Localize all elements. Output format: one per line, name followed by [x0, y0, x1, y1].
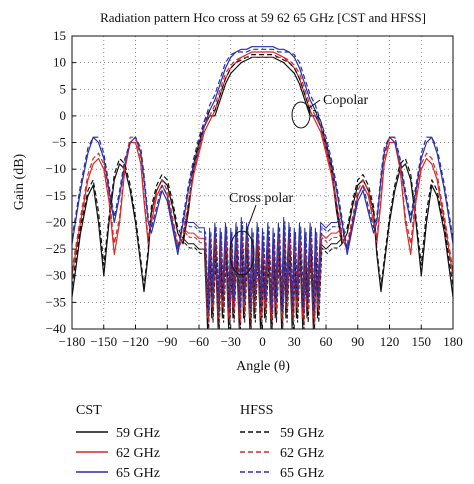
legend-label: 62 GHz — [116, 446, 160, 461]
x-tick-labels: −180 −150 −120 −90 −60 −30 0 30 60 90 120 150 180 — [59, 325, 463, 349]
chart-title: Radiation pattern Hco cross at 59 62 65 … — [100, 10, 426, 25]
x-tick-label: −150 — [90, 334, 117, 349]
x-tick-label: −180 — [59, 334, 86, 349]
x-tick-label: 0 — [259, 334, 266, 349]
y-axis-label: Gain (dB) — [12, 153, 27, 210]
y-tick-label: −30 — [46, 268, 66, 283]
cross-polar-pointer — [245, 204, 257, 233]
y-tick-label: −35 — [46, 294, 66, 309]
legend-label: 65 GHz — [280, 466, 324, 481]
copolar-marker-ellipse — [291, 101, 311, 129]
x-tick-label: −30 — [221, 334, 241, 349]
legend-label: 62 GHz — [280, 446, 324, 461]
cross-polar-marker-ellipse — [229, 230, 255, 276]
y-tick-label: −10 — [46, 161, 66, 176]
y-tick-label: 0 — [60, 108, 67, 123]
x-tick-label: −60 — [189, 334, 209, 349]
cross-polar-line-hfss-59-ghz — [184, 242, 344, 330]
y-tick-labels: 15 10 5 0 −5 −10 −15 −20 −25 −30 −35 −40 — [46, 28, 76, 336]
cross-polar-annotation: Cross polar — [229, 191, 294, 206]
y-tick-label: 5 — [60, 81, 67, 96]
x-tick-label: 90 — [351, 334, 364, 349]
x-tick-label: −90 — [157, 334, 177, 349]
cross-polar-layer — [182, 216, 344, 330]
x-tick-label: 180 — [443, 334, 463, 349]
y-tick-label: −20 — [46, 214, 66, 229]
x-tick-label: 30 — [288, 334, 301, 349]
x-tick-label: −120 — [122, 334, 149, 349]
y-tick-label: −25 — [46, 241, 66, 256]
legend-group-title-cst: CST — [76, 403, 102, 418]
series-line-hfss-65-ghz — [71, 48, 454, 250]
series-line-hfss-59-ghz — [71, 53, 454, 287]
legend-label: 59 GHz — [116, 426, 160, 441]
y-tick-label: −15 — [46, 188, 66, 203]
y-tick-label: 10 — [53, 55, 66, 70]
series-layer — [71, 46, 454, 298]
y-tick-label: −5 — [52, 135, 66, 150]
series-line-hfss-62-ghz — [71, 56, 454, 271]
y-tick-label: 15 — [53, 28, 66, 43]
copolar-pointer — [308, 99, 321, 109]
legend-label: 65 GHz — [116, 466, 160, 481]
x-tick-label: 120 — [380, 334, 400, 349]
legend-label: 59 GHz — [280, 426, 324, 441]
cross-polar-line-hfss-65-ghz — [184, 221, 344, 313]
x-tick-label: 60 — [320, 334, 333, 349]
legend: CST HFSS 59 GHz 62 GHz 65 GHz 59 GHz 62 GHz 6… — [76, 403, 324, 481]
legend-group-title-hfss: HFSS — [240, 403, 273, 418]
copolar-annotation: Copolar — [323, 93, 368, 108]
series-line-cst-65-ghz — [71, 46, 454, 255]
cross-polar-line-cst-65-ghz — [182, 216, 343, 308]
x-axis-label: Angle (θ) — [236, 359, 290, 374]
x-tick-label: 150 — [412, 334, 432, 349]
y-tick-label: −40 — [46, 321, 66, 336]
